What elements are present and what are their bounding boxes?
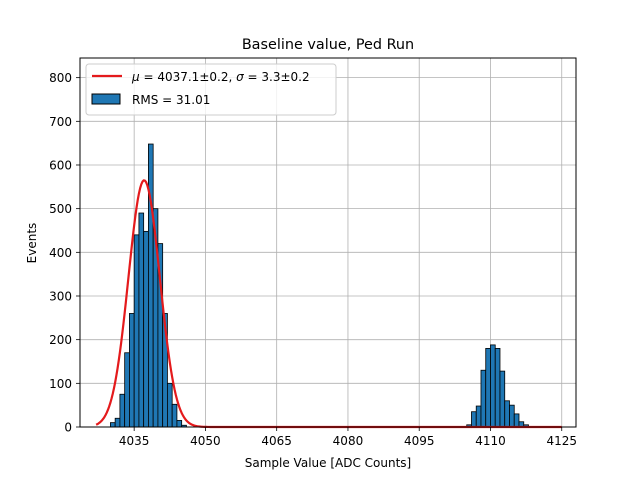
x-tick-label: 4035	[119, 434, 150, 448]
histogram-bar	[490, 344, 496, 428]
y-tick-label: 500	[49, 202, 72, 216]
chart-title: Baseline value, Ped Run	[242, 37, 414, 53]
x-tick-label: 4110	[475, 434, 506, 448]
histogram-bar	[504, 400, 510, 428]
histogram-bar	[485, 347, 491, 428]
y-tick-label: 800	[49, 71, 72, 85]
y-axis-label: Events	[25, 223, 39, 264]
y-tick-label: 200	[49, 333, 72, 347]
histogram-bar	[114, 417, 121, 428]
histogram-bar	[471, 411, 477, 428]
histogram-bar	[494, 347, 501, 428]
histogram-bar	[124, 352, 130, 428]
y-tick-label: 300	[49, 289, 72, 303]
legend-fit-label: μ = 4037.1±0.2, σ = 3.3±0.2	[131, 70, 310, 84]
histogram-bar	[143, 230, 149, 428]
histogram-bar	[138, 212, 145, 428]
legend-histogram-swatch	[91, 93, 121, 105]
x-tick-label: 4125	[546, 434, 577, 448]
legend-box	[85, 63, 337, 116]
legend-histogram-label: RMS = 31.01	[132, 93, 210, 107]
x-axis: 4035 4050 4065 4080 4095 4110 4125	[119, 427, 577, 448]
x-tick-label: 4080	[333, 434, 364, 448]
histogram-bar	[133, 234, 140, 428]
histogram-bar	[119, 393, 126, 428]
x-tick-label: 4065	[261, 434, 292, 448]
y-tick-label: 0	[64, 421, 72, 435]
y-axis: 0 100 200 300 400 500 600 700 800	[49, 71, 80, 435]
x-tick-label: 4050	[190, 434, 221, 448]
x-axis-label: Sample Value [ADC Counts]	[245, 456, 411, 470]
y-tick-label: 600	[49, 158, 72, 172]
y-tick-label: 100	[49, 377, 72, 391]
histogram-bar	[110, 422, 116, 428]
histogram-bar	[509, 404, 515, 428]
y-tick-label: 700	[49, 115, 72, 129]
y-tick-label: 400	[49, 246, 72, 260]
histogram-bar	[171, 403, 178, 428]
histogram-bar	[475, 405, 482, 428]
x-tick-label: 4095	[404, 434, 435, 448]
histogram-bar	[167, 382, 173, 428]
histogram-bar	[499, 370, 506, 428]
legend: μ = 4037.1±0.2, σ = 3.3±0.2 RMS = 31.01	[85, 63, 337, 116]
histogram-bar	[176, 420, 183, 428]
histogram-bar	[148, 143, 154, 428]
histogram-bar	[513, 413, 520, 428]
plot-frame	[79, 57, 577, 428]
histogram-bar	[480, 369, 487, 428]
histogram-bar	[129, 313, 135, 428]
